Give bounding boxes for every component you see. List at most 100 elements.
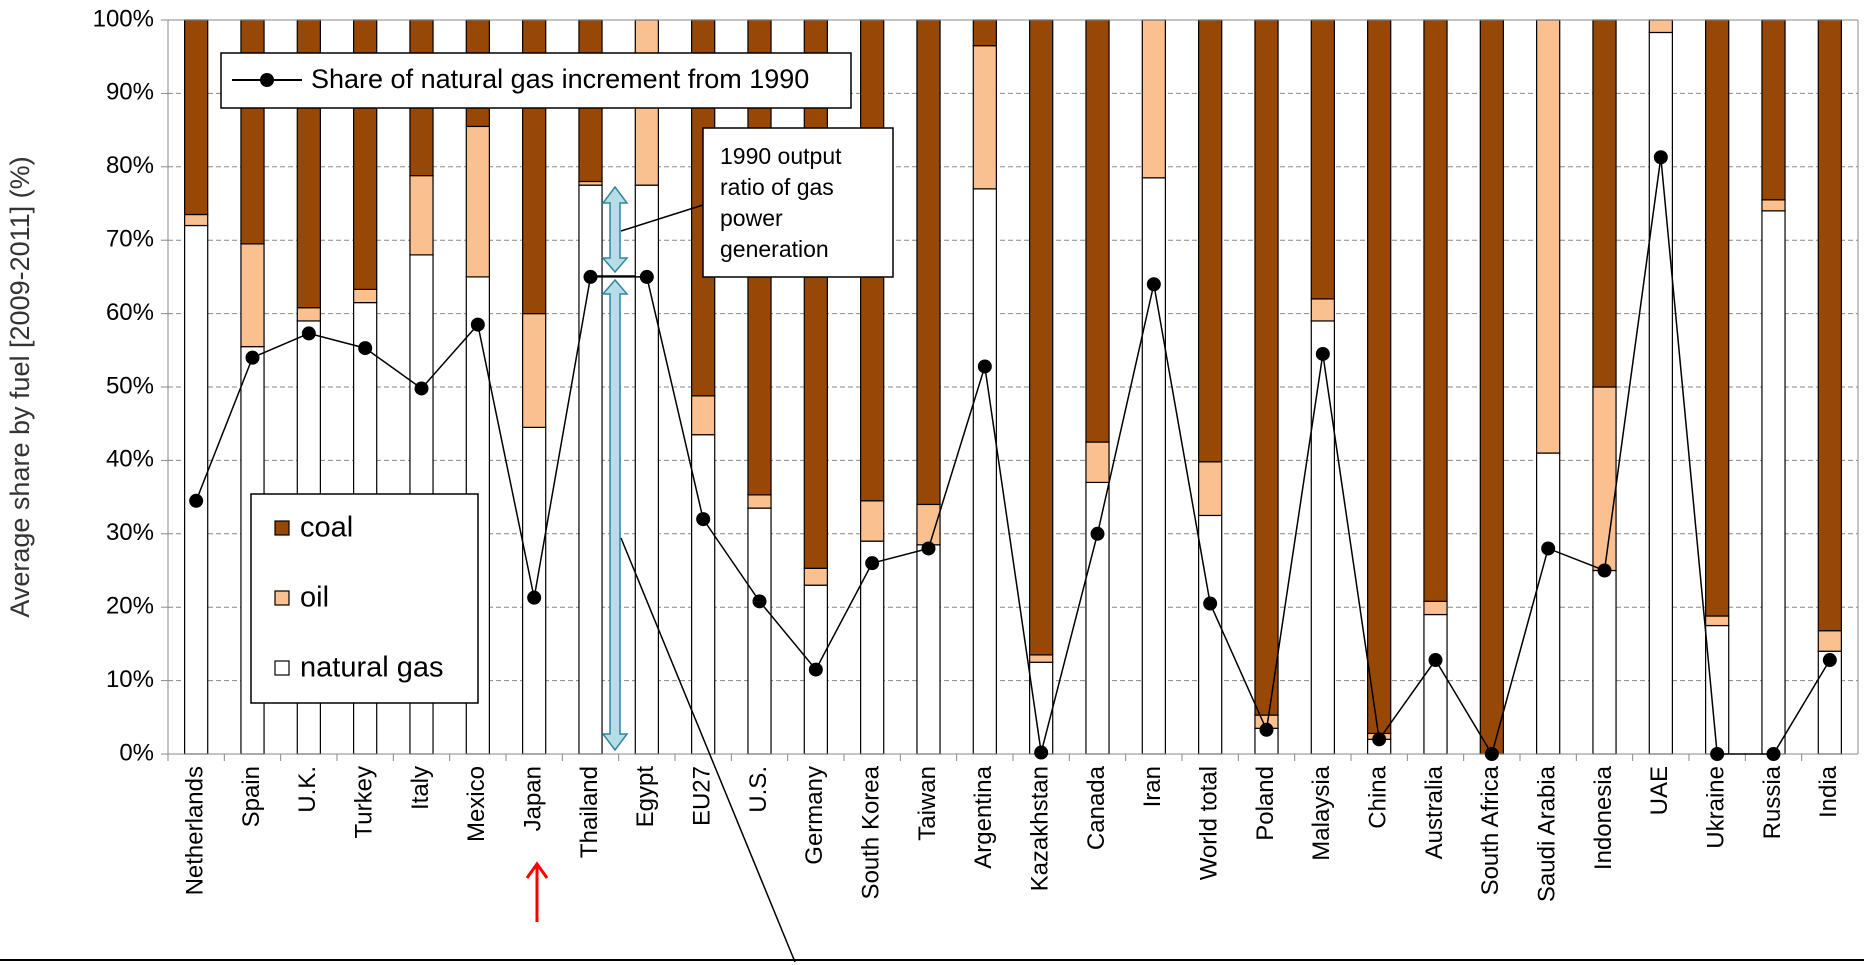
line-point — [1203, 596, 1218, 611]
y-tick-label: 80% — [106, 152, 154, 179]
line-point — [1372, 732, 1387, 747]
x-tick-label: Australia — [1421, 765, 1448, 859]
x-tick-label: Mexico — [463, 766, 490, 842]
x-tick-label: Argentina — [970, 765, 997, 868]
axes: 0% 10% 20% 30% 40% 50% 60% 70% 80% 90% 100% Netherl… — [93, 5, 1859, 902]
bar-segment — [184, 224, 209, 755]
legend-label: oil — [300, 582, 329, 614]
bar-segment — [1592, 569, 1617, 755]
line-point — [1766, 747, 1781, 761]
y-tick-label: 30% — [106, 519, 154, 546]
line-point — [752, 594, 767, 609]
bar-segment — [1423, 600, 1448, 616]
line-point — [1710, 747, 1725, 761]
annotation-text: power — [720, 205, 783, 231]
x-tick-label: Iran — [1139, 766, 1166, 807]
x-tick-label: Russia — [1759, 765, 1786, 839]
x-tick-label: Egypt — [632, 766, 659, 828]
bar-legend: coal oil natural gas — [250, 493, 479, 704]
bar-segment — [1310, 298, 1335, 322]
x-tick-label: Ukraine — [1703, 766, 1730, 849]
annotation-arrows — [601, 185, 629, 752]
bar-segment — [972, 19, 997, 47]
bar-segment — [1085, 441, 1110, 484]
y-tick-label: 90% — [106, 79, 154, 106]
line-point — [639, 269, 654, 284]
annotation-box — [702, 127, 894, 278]
arrow-lower — [601, 278, 629, 752]
line-point — [414, 381, 429, 396]
bar-segment — [1423, 19, 1448, 602]
x-tick-label: China — [1365, 765, 1392, 828]
bar-segment — [1310, 320, 1335, 755]
annotation-text: generation — [720, 236, 829, 262]
line-point — [1090, 526, 1105, 541]
line-point — [1428, 653, 1443, 668]
line-point — [1259, 722, 1274, 737]
bar-segment — [409, 175, 434, 256]
x-tick-label: Taiwan — [914, 766, 941, 841]
x-tick-label: Italy — [407, 766, 434, 810]
legend-label: natural gas — [300, 652, 444, 684]
bar-segment — [353, 288, 378, 304]
bar-segment — [1367, 19, 1392, 735]
arrow-upper — [601, 185, 629, 274]
line-series — [189, 150, 1837, 761]
bar-segment — [1592, 19, 1617, 388]
line-point — [189, 493, 204, 508]
bar-segment — [1648, 31, 1673, 755]
bar-segment — [691, 395, 716, 436]
line-point — [1822, 653, 1837, 668]
bar-segment — [1198, 19, 1223, 463]
legend-label: coal — [300, 512, 353, 544]
y-tick-label: 40% — [106, 446, 154, 473]
x-tick-label: World total — [1196, 766, 1223, 880]
x-tick-label: Saudi Arabia — [1534, 765, 1561, 902]
bar-segment — [1592, 386, 1617, 572]
y-tick-label: 100% — [93, 5, 154, 32]
bar-segment — [522, 313, 547, 428]
line-point — [696, 512, 711, 527]
bar-segment — [803, 567, 828, 586]
bar-segment — [1536, 19, 1561, 454]
x-tick-label: Netherlands — [182, 766, 209, 895]
line-point — [1597, 563, 1612, 578]
bar-segment — [1198, 514, 1223, 755]
line-point — [865, 556, 880, 571]
line-legend: Share of natural gas increment from 1990 — [220, 52, 852, 109]
bar-segment — [1761, 210, 1786, 755]
legend-marker — [260, 73, 274, 87]
bar-segment — [1198, 461, 1223, 517]
line-point — [1484, 747, 1499, 761]
bar-segment — [1085, 481, 1110, 755]
leader-line — [620, 204, 704, 232]
y-tick-label: 20% — [106, 593, 154, 620]
line-point — [583, 269, 598, 284]
bar-segment — [1705, 19, 1730, 617]
bar-segment — [1817, 19, 1842, 632]
line-point — [921, 541, 936, 556]
bar-segment — [1254, 19, 1279, 716]
x-tick-label: Spain — [238, 766, 265, 827]
bar-segment — [184, 213, 209, 227]
bar-segment — [916, 19, 941, 506]
bar-segment — [860, 540, 885, 755]
bar-segment — [184, 19, 209, 216]
bar-segment — [1029, 661, 1054, 755]
bar-segment — [1310, 19, 1335, 300]
bar-segment — [1029, 654, 1054, 663]
bar-segment — [747, 494, 772, 509]
leader-line — [620, 537, 796, 963]
legend-label: Share of natural gas increment from 1990 — [311, 64, 809, 94]
bar-segment — [972, 188, 997, 755]
x-tick-label: South Korea — [858, 765, 885, 899]
line-point — [1146, 277, 1161, 292]
highlight-arrow — [525, 861, 549, 922]
bar-segment — [1423, 613, 1448, 755]
line-point — [358, 341, 373, 356]
line-point — [470, 317, 485, 332]
legend-swatch — [274, 590, 290, 606]
line-point — [1315, 346, 1330, 361]
bar-segment — [1817, 630, 1842, 652]
y-tick-label: 50% — [106, 372, 154, 399]
